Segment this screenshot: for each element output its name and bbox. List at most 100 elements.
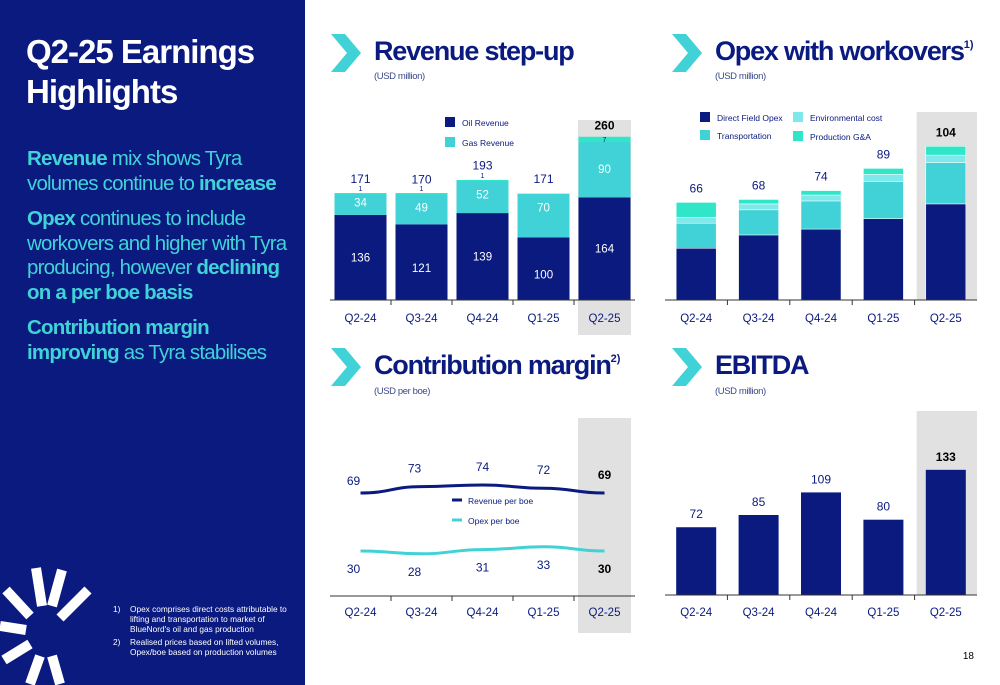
x-tick-label: Q4-24 xyxy=(805,607,838,619)
data-point-label: 33 xyxy=(537,558,551,572)
bar-value-label: 139 xyxy=(473,252,492,264)
bar xyxy=(738,515,779,595)
legend-swatch xyxy=(700,130,710,140)
series-line xyxy=(360,545,605,556)
bar-segment xyxy=(395,224,448,300)
margin-subtitle: (USD per boe) xyxy=(374,386,431,397)
data-point-label: 69 xyxy=(347,474,361,488)
bar-segment xyxy=(925,146,967,156)
x-tick-label: Q1-25 xyxy=(867,607,899,619)
legend-swatch xyxy=(793,131,803,141)
chevron-right-icon xyxy=(331,348,361,386)
revenue-chart: 1363411711214911701395211931007017116490… xyxy=(330,117,635,335)
bar-value-label: 85 xyxy=(752,495,766,509)
data-point-label: 72 xyxy=(537,463,551,477)
legend-label: Production G&A xyxy=(810,132,871,142)
x-tick-label: Q2-24 xyxy=(345,313,378,325)
bar-value-label: 136 xyxy=(351,252,370,264)
page-number: 18 xyxy=(962,651,974,662)
data-point-label: 30 xyxy=(347,562,361,576)
x-tick-label: Q2-24 xyxy=(680,607,713,619)
bar-total-label: 171 xyxy=(350,172,370,186)
bar-segment xyxy=(578,197,631,300)
bar-segment xyxy=(517,193,570,238)
footnote-1: 1) Opex comprises direct costs attributab… xyxy=(113,604,287,634)
bar-segment xyxy=(863,218,904,301)
data-point-label: 28 xyxy=(408,565,422,579)
bar-value-label: 100 xyxy=(534,270,553,282)
highlight-band xyxy=(578,418,631,633)
opex-title: Opex with workovers1) xyxy=(715,36,974,66)
bar-segment xyxy=(675,202,717,218)
bar-segment xyxy=(800,200,842,230)
bar-total-label: 171 xyxy=(533,172,553,186)
legend-swatch xyxy=(700,112,710,122)
ebitda-subtitle: (USD million) xyxy=(715,386,766,397)
bar-segment xyxy=(738,234,779,301)
bar-value-label: 7 xyxy=(603,137,607,144)
x-tick-label: Q3-24 xyxy=(406,607,439,619)
bar-segment xyxy=(517,237,570,300)
series-line xyxy=(360,483,605,495)
bar-segment xyxy=(578,141,631,198)
bar-total-label: 260 xyxy=(594,118,614,132)
bar-segment xyxy=(395,193,448,225)
x-tick-label: Q2-25 xyxy=(589,607,621,619)
footnote-2: 2) Realised prices based on lifted volume… xyxy=(113,637,279,657)
bar-segment xyxy=(456,213,509,300)
legend-swatch xyxy=(445,117,455,127)
bar-value-label: 70 xyxy=(537,203,550,215)
bar-segment xyxy=(800,228,842,301)
x-tick-label: Q3-24 xyxy=(406,313,439,325)
bar-segment xyxy=(334,214,387,300)
bar-total-label: 104 xyxy=(936,125,956,139)
bar-total-label: 68 xyxy=(752,178,766,192)
bar-value-label: 90 xyxy=(598,164,611,176)
x-tick-label: Q1-25 xyxy=(867,313,899,325)
bar-segment xyxy=(675,222,717,249)
legend-label: Opex per boe xyxy=(468,516,520,526)
x-tick-label: Q1-25 xyxy=(528,313,560,325)
highlight-bullets: Revenue mix shows Tyra volumes continue … xyxy=(27,147,299,376)
bar-value-label: 109 xyxy=(811,472,831,486)
revenue-title: Revenue step-up xyxy=(374,36,575,66)
bar-value-label: 72 xyxy=(690,507,704,521)
bar-segment xyxy=(738,203,779,211)
bar-segment xyxy=(800,194,842,202)
legend-label: Transportation xyxy=(717,131,772,141)
legend-label: Gas Revenue xyxy=(462,138,514,148)
legend-label: Environmental cost xyxy=(810,113,883,123)
bar-segment xyxy=(863,168,904,175)
chevron-right-icon xyxy=(672,34,702,72)
data-point-label: 73 xyxy=(408,462,422,476)
legend-label: Direct Field Opex xyxy=(717,113,783,123)
bar-value-label: 49 xyxy=(415,203,428,215)
bar-segment xyxy=(456,180,509,214)
ebitda-title: EBITDA xyxy=(715,350,810,380)
bar-value-label: 1 xyxy=(359,186,363,193)
bar-value-label: 121 xyxy=(412,263,431,275)
bar-segment xyxy=(456,179,509,182)
bar-value-label: 34 xyxy=(354,198,367,210)
x-tick-label: Q3-24 xyxy=(743,607,776,619)
legend-label: Oil Revenue xyxy=(462,118,509,128)
chevron-right-icon xyxy=(672,348,702,386)
slide-title: Q2-25 Earnings Highlights xyxy=(26,33,255,110)
opex-chart: 66 68 74 89 104 Direct Field Opex Transportati… xyxy=(665,112,977,325)
x-tick-label: Q2-25 xyxy=(930,313,962,325)
bluenord-logo-icon xyxy=(0,567,92,685)
x-tick-label: Q1-25 xyxy=(528,607,560,619)
bar-segment xyxy=(334,193,387,195)
bar-total-label: 193 xyxy=(472,158,492,172)
bar-segment xyxy=(863,174,904,182)
x-tick-label: Q2-25 xyxy=(589,313,621,325)
bar-total-label: 170 xyxy=(411,173,431,187)
margin-title: Contribution margin2) xyxy=(374,350,621,380)
data-point-label: 74 xyxy=(476,460,490,474)
bar-value-label: 1 xyxy=(481,173,485,180)
chevron-right-icon xyxy=(331,34,361,72)
bar-value-label: 164 xyxy=(595,244,615,256)
x-tick-label: Q3-24 xyxy=(743,313,776,325)
data-point-label: 31 xyxy=(476,561,490,575)
legend-swatch xyxy=(445,137,455,147)
